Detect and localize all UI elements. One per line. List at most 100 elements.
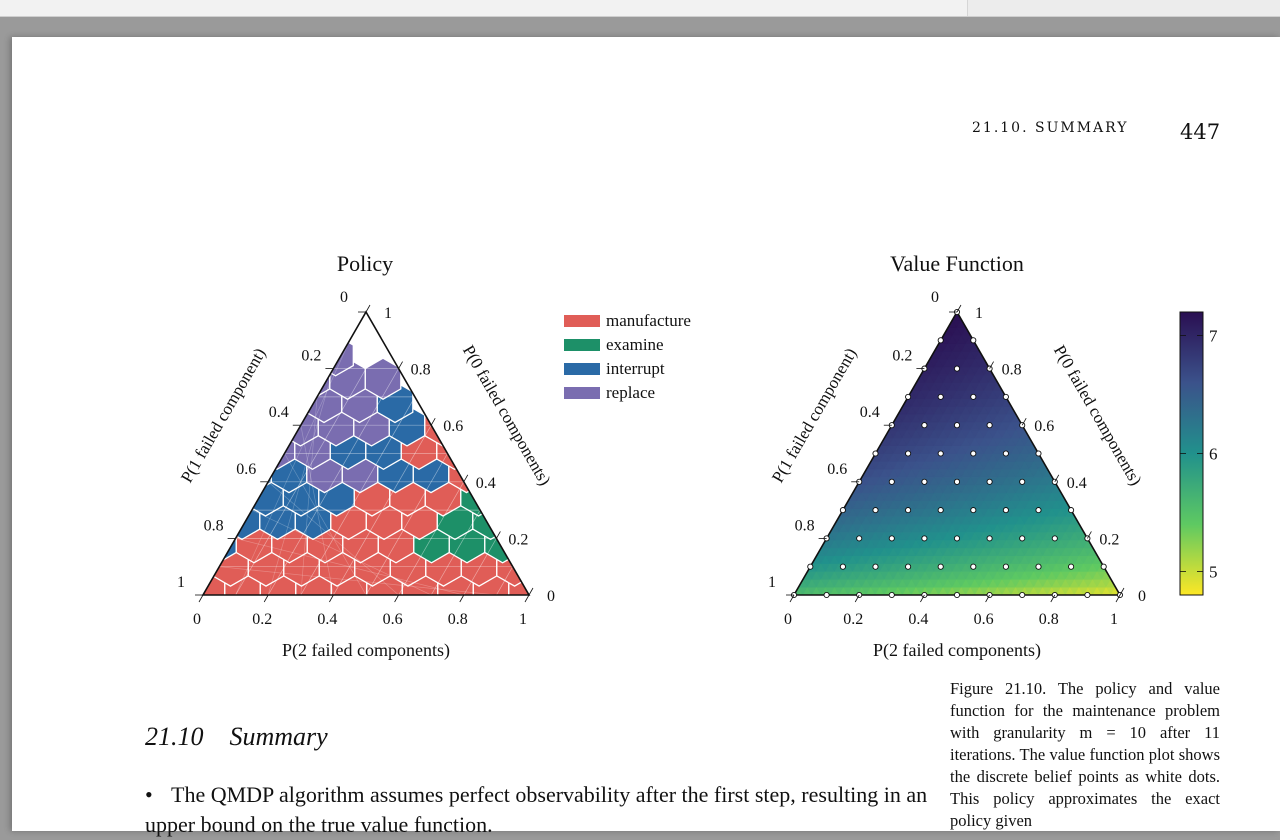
- belief-point: [953, 422, 961, 429]
- belief-point: [921, 535, 928, 542]
- policy-bottom-axis-label: P(2 failed components): [282, 640, 450, 661]
- policy-cell: [257, 312, 295, 330]
- belief-point: [1035, 563, 1042, 570]
- belief-point: [1002, 507, 1009, 514]
- policy-bottom-tick-label: 1: [519, 611, 527, 628]
- value-right-tick-label: 0.8: [1002, 362, 1022, 379]
- value-bottom-tick-label: 1: [1110, 611, 1118, 628]
- policy-cell: [269, 312, 307, 354]
- belief-point: [856, 591, 863, 599]
- policy-legend: manufacture examine interrupt replace: [564, 311, 691, 402]
- bullet-list: • The QMDP algorithm assumes perfect obse…: [145, 780, 935, 840]
- bullet-item: The QMDP algorithm assumes perfect obser…: [145, 782, 928, 837]
- belief-point: [888, 478, 895, 485]
- value-ticks: 0 0 1 0.2 0.2 0.8 0.4 0.4 0.6 0.6 0.6 0.4 0.8 0.8 0.2 1…: [768, 289, 1146, 628]
- belief-point: [839, 507, 846, 514]
- policy-right-tick-label: 0.8: [411, 362, 431, 379]
- policy-right-tick-label: 0.4: [476, 475, 496, 492]
- legend-label-replace: replace: [606, 383, 655, 402]
- belief-point: [953, 478, 961, 485]
- policy-bottom-tick-label: 0.2: [252, 611, 272, 628]
- belief-point: [1051, 535, 1058, 542]
- belief-point: [807, 563, 814, 570]
- belief-point: [872, 450, 879, 457]
- policy-gridlines: [219, 339, 514, 595]
- policy-right-tick-label: 0.2: [508, 531, 528, 548]
- colorbar-tick-label: 7: [1209, 327, 1218, 346]
- belief-point: [986, 535, 993, 542]
- policy-right-tick-label: 1: [384, 305, 392, 322]
- belief-point: [986, 422, 993, 429]
- policy-left-tick-label: 0.8: [204, 517, 224, 534]
- belief-point: [1002, 450, 1009, 457]
- policy-left-tick-label: 0: [340, 289, 348, 306]
- belief-point: [937, 563, 944, 570]
- section-number: 21.10: [145, 722, 204, 751]
- policy-ticks: 0 0 1 0.2 0.2 0.8 0.4 0.4 0.6 0.6 0.6 0.4 0.8 0.8 0.2 1…: [177, 289, 555, 628]
- belief-point: [970, 450, 977, 457]
- value-right-tick-label: 1: [975, 305, 983, 322]
- value-bottom-tick-label: 0.8: [1039, 611, 1059, 628]
- legend-label-interrupt: interrupt: [606, 359, 665, 378]
- policy-cell: [211, 474, 249, 517]
- belief-point: [1100, 563, 1107, 570]
- belief-point: [888, 535, 895, 542]
- colorbar-ticks: 7 6 5: [1180, 327, 1218, 581]
- belief-point: [905, 393, 912, 400]
- value-left-tick-label: 0.8: [795, 517, 815, 534]
- belief-point: [1084, 591, 1091, 599]
- policy-right-tick-label: 0.6: [443, 418, 463, 435]
- legend-swatch-interrupt: [564, 363, 600, 375]
- value-right-tick-label: 0: [1138, 588, 1146, 605]
- policy-title: Policy: [337, 251, 393, 276]
- policy-bottom-tick-label: 0.6: [383, 611, 403, 628]
- belief-point: [921, 422, 928, 429]
- value-right-tick-label: 0.6: [1034, 418, 1054, 435]
- value-heatmap: [793, 311, 1121, 596]
- policy-left-tick-label: 0.4: [269, 404, 289, 421]
- value-left-tick-label: 0: [931, 289, 939, 306]
- section-heading: 21.10 Summary: [145, 722, 328, 752]
- belief-point: [953, 365, 961, 372]
- policy-left-tick-label: 1: [177, 574, 185, 591]
- policy-bottom-tick-label: 0.8: [448, 611, 468, 628]
- belief-point: [905, 507, 912, 514]
- belief-point: [953, 591, 961, 599]
- belief-point: [1002, 563, 1009, 570]
- belief-point: [1019, 535, 1026, 542]
- belief-point: [953, 535, 961, 542]
- figure-caption: Figure 21.10. The policy and value funct…: [950, 679, 1220, 830]
- belief-point: [888, 591, 895, 599]
- belief-point: [937, 393, 944, 400]
- policy-bottom-tick-label: 0.4: [317, 611, 337, 628]
- belief-point: [1035, 450, 1042, 457]
- policy-left-tick-label: 0.6: [236, 461, 256, 478]
- belief-point: [905, 563, 912, 570]
- value-bottom-tick-label: 0.4: [908, 611, 928, 628]
- belief-point: [823, 591, 830, 599]
- legend-swatch-examine: [564, 339, 600, 351]
- belief-point: [937, 337, 944, 344]
- policy-frame: [201, 310, 531, 596]
- belief-point: [839, 563, 846, 570]
- toolbar-right-panel: [967, 0, 1280, 16]
- colorbar-tick-label: 6: [1209, 445, 1218, 464]
- viewer-toolbar: [0, 0, 1280, 17]
- belief-point: [937, 507, 944, 514]
- bullet-marker: •: [145, 782, 153, 807]
- policy-cell: [258, 357, 295, 400]
- document-page: [12, 37, 1280, 831]
- value-left-tick-label: 1: [768, 574, 776, 591]
- value-function-title: Value Function: [890, 251, 1024, 276]
- belief-point: [905, 450, 912, 457]
- belief-point: [970, 507, 977, 514]
- value-bottom-tick-label: 0.6: [974, 611, 994, 628]
- belief-points: [790, 308, 1124, 599]
- belief-point: [1068, 507, 1075, 514]
- belief-point: [970, 563, 977, 570]
- value-function-chart: Value Function 0010.20.20.80.40.40.60.60…: [768, 251, 1218, 661]
- colorbar-tick-label: 5: [1209, 562, 1218, 581]
- belief-point: [937, 450, 944, 457]
- belief-point: [872, 563, 879, 570]
